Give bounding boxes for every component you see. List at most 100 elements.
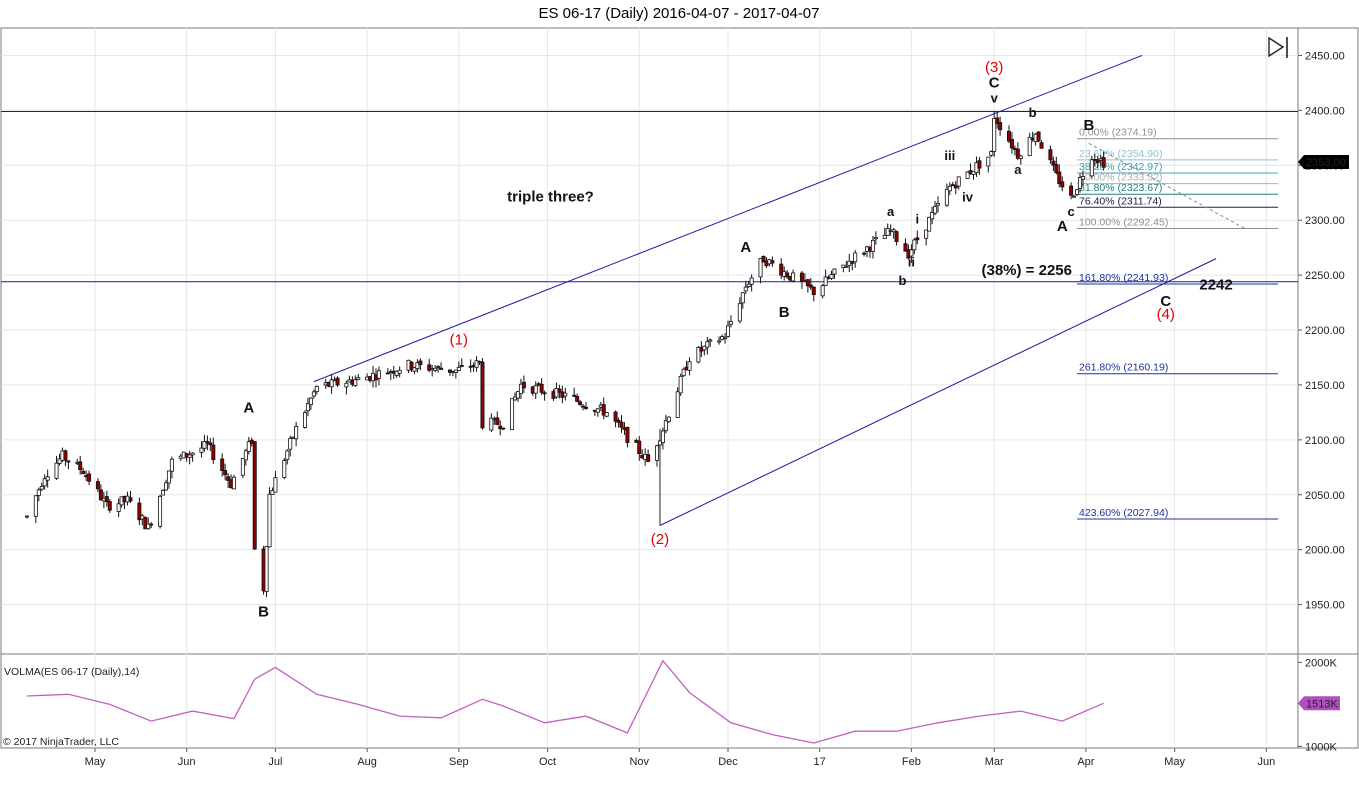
candle-body (746, 283, 751, 288)
candle-body (474, 360, 479, 368)
candle-body (267, 493, 272, 548)
candle-body (199, 447, 204, 453)
last-price-label: 2353.00 (1306, 157, 1346, 169)
channel-lower-line (659, 258, 1217, 526)
time-tick-label: Sep (449, 756, 469, 768)
wave-label-primary: (3) (985, 59, 1003, 76)
candle-body (311, 391, 316, 397)
price-tick-label: 2150.00 (1305, 380, 1345, 392)
candle-body (770, 260, 775, 264)
candle-body (725, 325, 730, 337)
candle-body (554, 387, 559, 398)
candle-body (158, 495, 163, 527)
candle-body (1018, 155, 1023, 159)
candle-body (33, 495, 38, 517)
candle-body (708, 339, 713, 342)
wave-label-intermediate: 2242 (1199, 276, 1232, 293)
candle-body (107, 501, 112, 511)
time-tick-label: 17 (814, 756, 826, 768)
candle-body (78, 461, 83, 471)
candle-body (412, 367, 417, 372)
candle-body (252, 441, 257, 550)
candle-body (820, 285, 825, 297)
candle-body (832, 268, 837, 275)
candle-body (205, 441, 210, 444)
candle-body (356, 377, 361, 380)
wave-label-minor: i (915, 211, 919, 226)
candle-body (894, 231, 899, 242)
wave-label-minor: c (1067, 204, 1074, 219)
wave-label-minor: a (887, 204, 895, 219)
copyright: © 2017 NinjaTrader, LLC (3, 736, 119, 748)
wave-label-minor: iv (962, 190, 974, 205)
candle-body (163, 482, 168, 491)
candle-body (169, 458, 174, 472)
wave-label-minor: v (991, 91, 999, 106)
wave-label-intermediate: C (989, 74, 1000, 91)
time-tick-label: Mar (985, 756, 1004, 768)
candle-body (862, 252, 867, 255)
time-tick-label: Feb (902, 756, 921, 768)
candle-body (743, 286, 748, 292)
candle-body (211, 444, 216, 461)
candle-body (81, 470, 86, 475)
candle-body (1072, 195, 1077, 198)
candle-body (702, 345, 707, 351)
volume-series (26, 659, 1104, 744)
volume-tick-label: 2000K (1305, 657, 1337, 669)
last-volume-marker: 1513K (1298, 696, 1340, 711)
wave-label-intermediate: B (1083, 117, 1094, 134)
candle-body (137, 502, 142, 521)
skip-to-end-icon[interactable] (1264, 36, 1290, 60)
candle-body (1039, 142, 1044, 149)
candle-body (740, 292, 745, 304)
candle-body (601, 404, 606, 416)
candle-body (885, 228, 890, 236)
candle-body (202, 441, 207, 449)
candle-body (666, 416, 671, 423)
price-tick-label: 2250.00 (1305, 270, 1345, 282)
candle-body (54, 462, 59, 479)
candle-body (288, 438, 293, 450)
candle-body (1080, 176, 1085, 180)
candle-body (581, 405, 586, 408)
candle-body (95, 481, 100, 490)
candle-body (604, 412, 609, 417)
candle-body (397, 369, 402, 374)
fib-label: 38.20% (2342.97) (1079, 161, 1162, 173)
candle-body (616, 419, 621, 423)
candle-body (660, 430, 665, 443)
candle-body (619, 421, 624, 428)
chart-note: (38%) = 2256 (982, 262, 1072, 279)
candle-body (805, 279, 810, 287)
candles (24, 111, 1106, 598)
candle-body (986, 156, 991, 167)
price-panel (0, 27, 1359, 655)
candle-body (998, 122, 1003, 131)
fib-label: 61.80% (2323.67) (1079, 182, 1162, 194)
volume-line (26, 659, 1104, 744)
candle-body (510, 398, 515, 431)
candle-body (779, 263, 784, 276)
candle-body (353, 379, 358, 386)
candle-body (539, 383, 544, 393)
candle-body (436, 366, 441, 368)
candle-body (24, 515, 29, 518)
wave-label-intermediate: A (740, 239, 751, 256)
wave-label-minor: a (1014, 162, 1022, 177)
candle-body (971, 171, 976, 175)
candle-body (376, 370, 381, 379)
candle-body (1048, 149, 1053, 161)
candle-body (305, 403, 310, 412)
price-tick-label: 2300.00 (1305, 215, 1345, 227)
candle-body (799, 272, 804, 282)
candle-body (873, 237, 878, 240)
candle-body (572, 394, 577, 397)
candle-body (663, 420, 668, 432)
candle-body (1095, 159, 1100, 163)
candle-body (637, 440, 642, 455)
candle-body (273, 477, 278, 493)
candle-body (45, 476, 50, 481)
candle-body (1036, 131, 1041, 142)
